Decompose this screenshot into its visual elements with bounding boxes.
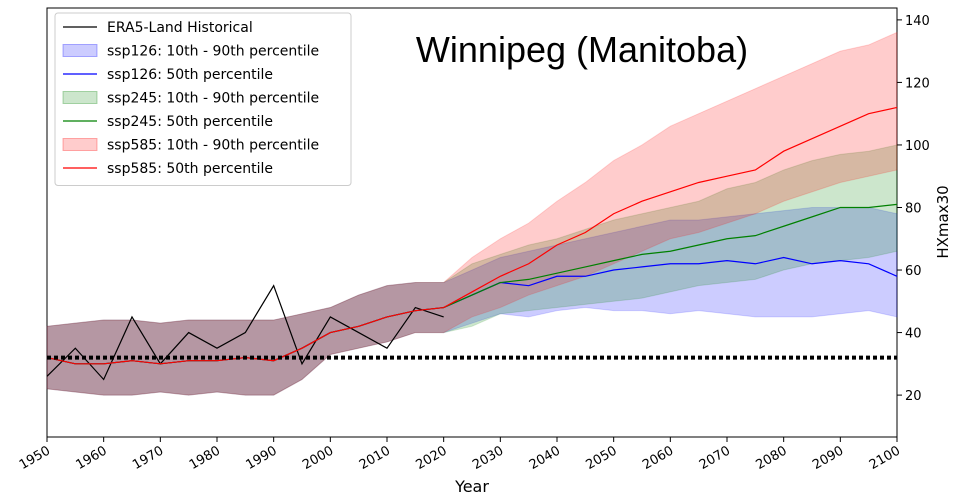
y-tick-label: 60 [905,264,922,279]
y-axis-label: HXmax30 [934,185,952,258]
x-tick-label: 1980 [187,443,223,473]
x-tick-label: 1960 [74,443,110,473]
plot-area [46,31,898,396]
legend-swatch [62,44,98,57]
y-tick-label: 40 [905,327,922,342]
y-tick-label: 80 [905,201,922,216]
x-tick-label: 2080 [754,443,790,473]
legend-label: ssp126: 50th percentile [107,67,273,83]
percentile-band [46,31,898,396]
legend-swatch [62,91,98,104]
y-tick-label: 120 [905,76,930,91]
y-tick-label: 140 [905,14,930,29]
x-tick-label: 2000 [300,443,336,473]
legend-swatch [62,138,98,151]
legend-label: ssp245: 50th percentile [107,114,273,130]
x-tick-label: 2100 [867,443,903,473]
legend-label: ssp126: 10th - 90th percentile [107,44,319,60]
x-tick-label: 2020 [414,443,450,473]
legend-box [54,12,352,186]
legend-label: ssp585: 10th - 90th percentile [107,138,319,154]
legend-label: ERA5-Land Historical [107,20,253,36]
legend-label: ssp585: 50th percentile [107,161,273,177]
x-tick-label: 2050 [584,443,620,473]
x-tick-label: 2040 [527,443,563,473]
percentile-band [46,206,898,396]
x-tick-label: 2030 [470,443,506,473]
x-tick-label: 1950 [17,443,53,473]
x-tick-label: 2090 [810,443,846,473]
x-tick-label: 2010 [357,443,393,473]
x-tick-label: 2060 [640,443,676,473]
plot-frame [46,7,898,438]
x-tick-label: 1990 [244,443,280,473]
x-axis-label: Year [454,477,489,496]
y-tick-label: 100 [905,139,930,154]
x-tick-label: 2070 [697,443,733,473]
y-tick-label: 20 [905,389,922,404]
chart-title: Winnipeg (Manitoba) [416,29,748,70]
legend-label: ssp245: 10th - 90th percentile [107,91,319,107]
percentile-band [46,144,898,396]
series-line [46,106,898,365]
x-tick-label: 1970 [130,443,166,473]
